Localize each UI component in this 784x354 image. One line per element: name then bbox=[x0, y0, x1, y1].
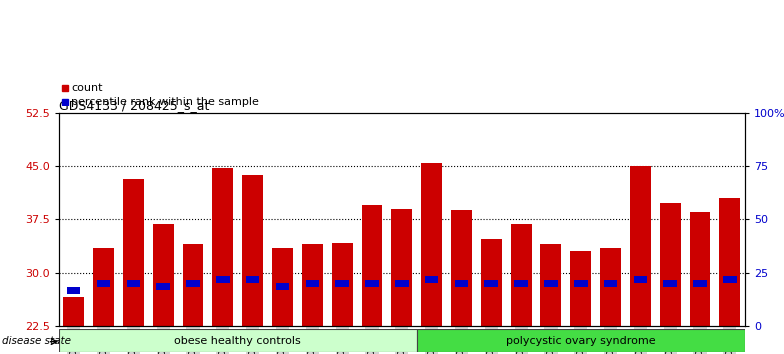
Bar bbox=[302, 244, 323, 326]
Bar bbox=[64, 297, 84, 326]
Text: obese healthy controls: obese healthy controls bbox=[174, 336, 301, 346]
Bar bbox=[633, 276, 648, 283]
Bar bbox=[242, 175, 263, 326]
Bar bbox=[246, 276, 260, 283]
Text: disease state: disease state bbox=[2, 336, 71, 346]
Bar bbox=[485, 280, 498, 287]
Bar bbox=[514, 280, 528, 287]
Bar bbox=[93, 248, 114, 326]
Bar bbox=[272, 248, 293, 326]
Bar bbox=[630, 166, 651, 326]
Bar bbox=[663, 280, 677, 287]
Bar bbox=[67, 287, 81, 294]
Bar bbox=[451, 210, 472, 326]
Bar bbox=[183, 244, 204, 326]
Text: count: count bbox=[71, 83, 103, 93]
Bar bbox=[723, 276, 737, 283]
Bar bbox=[604, 280, 617, 287]
Bar bbox=[62, 85, 67, 91]
Bar bbox=[600, 248, 621, 326]
Bar bbox=[544, 280, 557, 287]
Bar bbox=[216, 276, 230, 283]
Text: percentile rank within the sample: percentile rank within the sample bbox=[71, 97, 260, 107]
Bar bbox=[395, 280, 408, 287]
Bar bbox=[481, 239, 502, 326]
Bar bbox=[540, 244, 561, 326]
Bar bbox=[59, 329, 417, 352]
Text: polycystic ovary syndrome: polycystic ovary syndrome bbox=[506, 336, 655, 346]
Bar bbox=[361, 205, 383, 326]
Bar bbox=[690, 212, 710, 326]
Bar bbox=[212, 168, 234, 326]
Bar bbox=[660, 203, 681, 326]
Bar bbox=[421, 163, 442, 326]
Bar bbox=[306, 280, 319, 287]
Bar bbox=[570, 251, 591, 326]
Bar bbox=[126, 280, 140, 287]
Bar bbox=[720, 198, 740, 326]
Bar bbox=[156, 283, 170, 290]
Bar bbox=[510, 224, 532, 326]
Bar bbox=[425, 276, 438, 283]
Bar bbox=[123, 179, 143, 326]
Text: GDS4133 / 208425_s_at: GDS4133 / 208425_s_at bbox=[59, 99, 209, 112]
Bar bbox=[187, 280, 200, 287]
Bar bbox=[693, 280, 707, 287]
Bar bbox=[391, 209, 412, 326]
Bar bbox=[276, 283, 289, 290]
Bar bbox=[153, 224, 173, 326]
Bar bbox=[365, 280, 379, 287]
Bar bbox=[332, 243, 353, 326]
Bar bbox=[96, 280, 111, 287]
Bar bbox=[417, 329, 745, 352]
Bar bbox=[62, 99, 67, 105]
Bar bbox=[574, 280, 587, 287]
Bar bbox=[336, 280, 349, 287]
Bar bbox=[455, 280, 468, 287]
